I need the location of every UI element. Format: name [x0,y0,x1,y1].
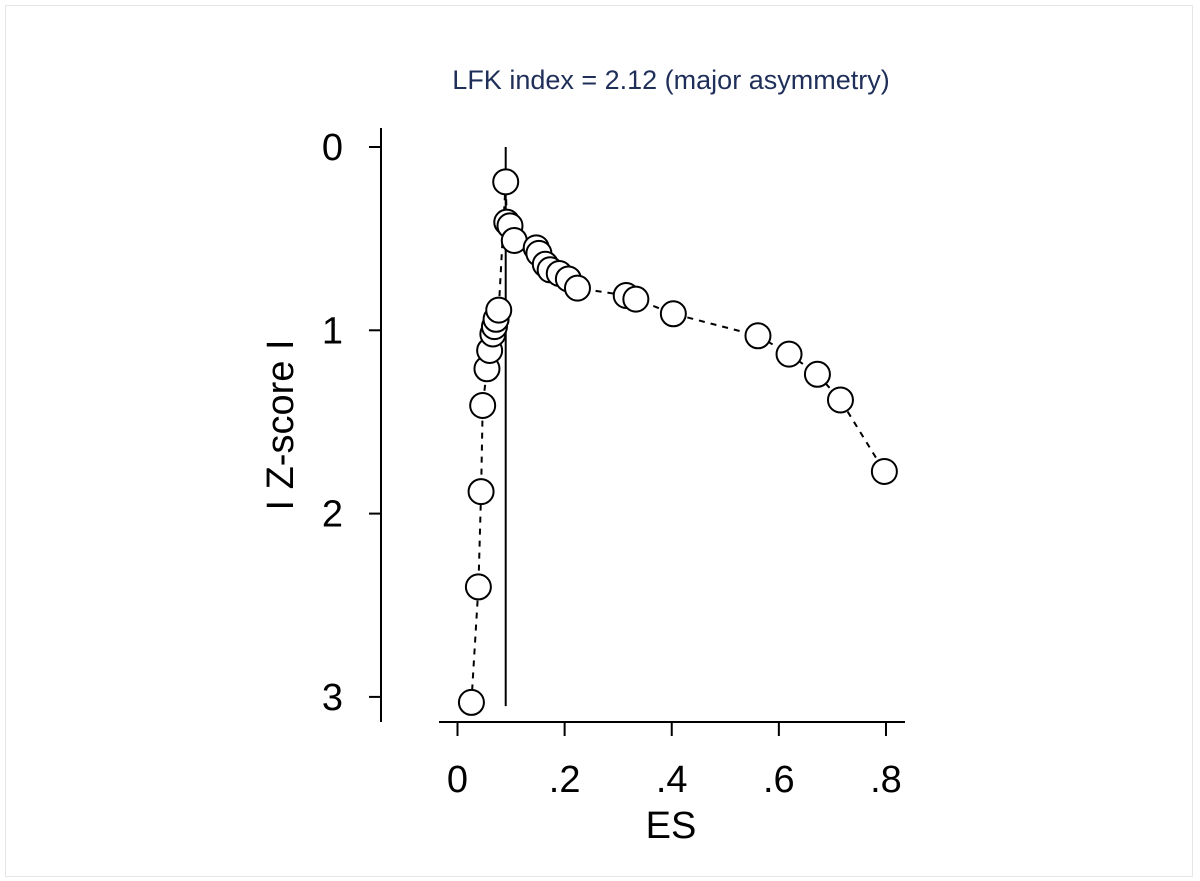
data-point [457,688,485,716]
data-point [659,300,687,328]
x-axis-label: ES [646,805,697,847]
data-point [826,386,854,414]
y-tick-label: 1 [322,310,343,352]
x-ticks: 0 .2 .4 .6 .8 [447,722,902,801]
data-point [563,274,591,302]
connector-line [470,181,886,703]
data-point [469,391,497,419]
data-point [492,168,520,196]
data-point [464,573,492,601]
x-tick-label: .2 [549,759,581,801]
y-tick-label: 3 [322,677,343,719]
x-tick-label: .4 [656,759,688,801]
data-point [467,478,495,506]
data-point [485,296,513,324]
data-point [775,340,803,368]
x-tick-label: .6 [763,759,795,801]
connector-group [470,181,886,703]
x-tick-label: .8 [870,759,902,801]
data-point [622,285,650,313]
y-tick-label: 2 [322,494,343,536]
data-point [744,322,772,350]
y-axis-label: I Z-score I [260,339,302,510]
x-tick-label: 0 [447,759,468,801]
y-tick-label: 0 [322,127,343,169]
chart-frame [5,5,1193,877]
chart-title: LFK index = 2.12 (major asymmetry) [452,65,889,95]
points-group [457,168,898,716]
axes [380,128,905,723]
y-ticks: 0 1 2 3 [322,127,381,719]
data-point [870,457,898,485]
data-point [803,360,831,388]
